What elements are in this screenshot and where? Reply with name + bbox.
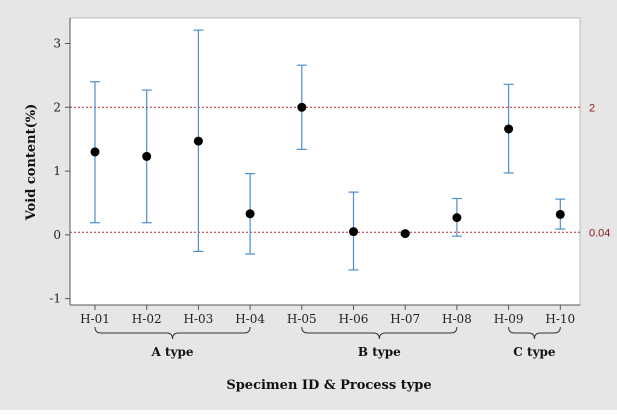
- reference-label-1: 0.04: [589, 227, 610, 239]
- data-point: [452, 213, 462, 223]
- data-point: [142, 151, 152, 161]
- reference-lines: 20.04: [70, 102, 610, 239]
- x-tick-label: H-10: [545, 312, 575, 326]
- reference-label-0: 2: [589, 102, 595, 114]
- plot-area: [69, 17, 581, 306]
- x-tick-label: H-06: [339, 312, 369, 326]
- data-point: [245, 209, 255, 219]
- group-label: A type: [151, 345, 194, 359]
- x-tick-label: H-01: [80, 312, 110, 326]
- group-bracket: [508, 326, 561, 340]
- x-tick-label: H-07: [390, 312, 420, 326]
- data-point: [400, 229, 410, 239]
- group-bracket: [94, 326, 251, 340]
- data-point: [349, 227, 358, 237]
- data-point: [555, 209, 565, 219]
- y-tick-label: -1: [49, 292, 61, 306]
- x-axis-title: Specimen ID & Process type: [226, 378, 431, 393]
- x-tick-label: H-02: [132, 312, 162, 326]
- data-points: [90, 102, 565, 239]
- group-label: C type: [513, 345, 556, 359]
- x-tick-label: H-09: [494, 312, 524, 326]
- y-tick-label: 3: [53, 37, 61, 51]
- group-bracket: [301, 326, 458, 340]
- group-label: B type: [358, 345, 401, 359]
- x-tick-label: H-04: [235, 312, 265, 326]
- y-tick-label: 2: [53, 100, 61, 114]
- data-point: [504, 124, 514, 134]
- y-axis-title: Void content(%): [24, 104, 39, 222]
- axes: -1 0 1 2 3 H-01 H-02 H-03 H-04 H-05 H-06 H-07 H-08 H-…: [49, 18, 580, 326]
- group-brackets: A type B type C type: [94, 326, 561, 359]
- data-point: [90, 147, 100, 157]
- x-tick-label: H-08: [442, 312, 472, 326]
- data-point: [193, 136, 203, 146]
- data-point: [297, 102, 307, 112]
- y-tick-label: 1: [53, 164, 61, 178]
- y-tick-label: 0: [53, 228, 61, 242]
- x-tick-label: H-03: [184, 312, 214, 326]
- x-tick-label: H-05: [287, 312, 317, 326]
